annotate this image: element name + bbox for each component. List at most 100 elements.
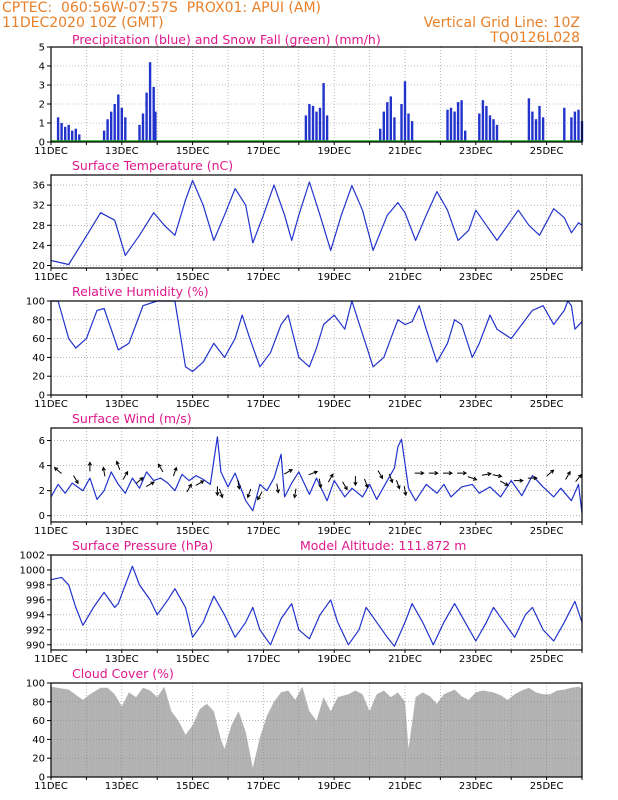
precip-xtick-label: 13DEC	[105, 146, 139, 157]
wind-xtick-label: 15DEC	[176, 526, 210, 537]
cloud-xtick-label: 17DEC	[247, 781, 281, 792]
rh-xtick-label: 23DEC	[459, 399, 493, 410]
wind-xtick-label: 13DEC	[105, 526, 139, 537]
wind-arrow	[292, 488, 298, 499]
precip-bar	[56, 117, 60, 142]
precip-bar	[534, 119, 538, 142]
wind-arrow	[195, 480, 205, 486]
temp-frame	[50, 174, 583, 269]
precip-bar	[527, 98, 531, 142]
wind-arrow	[457, 470, 468, 476]
temp-ytick-label: 32	[32, 201, 45, 212]
precip-bar	[573, 111, 577, 142]
wind-arrow	[388, 473, 394, 484]
precip-bar	[488, 115, 492, 142]
cloud-xtick-label: 15DEC	[176, 781, 210, 792]
cloud-area	[51, 686, 582, 777]
wind-arrow	[428, 470, 439, 476]
precip-xtick-label: 23DEC	[459, 146, 493, 157]
rh-ytick-label: 40	[32, 353, 45, 364]
precip-ytick-label: 1	[39, 119, 45, 130]
wind-arrow	[215, 486, 220, 497]
temp-ytick-label: 24	[32, 241, 45, 252]
pressure-xtick-label: 19DEC	[317, 654, 351, 665]
wind-arrow	[284, 469, 293, 475]
precip-bar	[318, 107, 322, 142]
pressure-title: Surface Pressure (hPa)	[72, 538, 213, 553]
pressure-ytick-label: 992	[26, 625, 45, 636]
precip-bar	[410, 121, 414, 142]
wind-arrow	[546, 469, 555, 477]
cloud-frame	[50, 682, 583, 778]
precip-bar	[393, 117, 396, 142]
temp-title: Surface Temperature (nC)	[72, 158, 233, 173]
precip-xtick-label: 15DEC	[176, 146, 210, 157]
precip-bar	[531, 111, 534, 142]
wind-arrow	[353, 476, 358, 487]
temp-xtick-label: 23DEC	[459, 272, 493, 283]
rh-title: Relative Humidity (%)	[72, 284, 209, 299]
precip-bar	[145, 92, 148, 142]
wind-xtick-label: 21DEC	[388, 526, 422, 537]
precip-bar	[453, 111, 456, 142]
wind-xtick-label: 23DEC	[459, 526, 493, 537]
cloud-ytick-label: 100	[26, 679, 45, 690]
temp-line	[50, 179, 583, 266]
temp-ytick-label: 28	[32, 221, 45, 232]
rh-line	[51, 300, 583, 373]
precip-bar	[148, 62, 152, 143]
wind-arrow	[122, 470, 129, 480]
precip-bar	[541, 117, 545, 142]
temp-xtick-label: 17DEC	[247, 272, 281, 283]
rh-xtick-label: 25DEC	[530, 399, 564, 410]
precip-bar	[117, 94, 120, 142]
pressure-ytick-label: 996	[26, 595, 45, 606]
precip-bar	[322, 83, 325, 142]
precip-bar	[485, 105, 488, 142]
pressure-ytick-label: 994	[26, 610, 45, 621]
wind-arrow	[115, 460, 121, 470]
cloud-ytick-label: 80	[32, 697, 45, 708]
precip-bar	[311, 105, 315, 142]
precip-bar	[67, 124, 70, 142]
precip-bar	[577, 109, 580, 142]
wind-xtick-label: 17DEC	[247, 526, 281, 537]
precip-bar	[407, 113, 410, 142]
rh-xtick-label: 15DEC	[176, 399, 210, 410]
wind-arrow	[499, 480, 509, 486]
precip-bar	[78, 134, 81, 142]
pressure-annotation: Model Altitude: 111.872 m	[300, 538, 466, 553]
precip-xtick-label: 21DEC	[388, 146, 422, 157]
header-date: 11DEC2020 10Z (GMT)	[2, 15, 164, 31]
rh-ytick-label: 0	[39, 391, 45, 402]
pressure-line	[50, 565, 583, 647]
precip-xtick-label: 25DEC	[530, 146, 564, 157]
wind-arrow	[492, 473, 503, 478]
wind-arrow	[135, 477, 144, 484]
pressure-xtick-label: 15DEC	[176, 654, 210, 665]
precip-bar	[124, 117, 127, 142]
wind-arrow	[157, 463, 164, 473]
wind-arrow	[308, 470, 319, 476]
rh-ytick-label: 100	[26, 297, 45, 308]
precip-bar	[113, 104, 116, 142]
wind-arrow	[377, 470, 384, 480]
cloud-xtick-label: 21DEC	[388, 781, 422, 792]
cloud-ytick-label: 20	[32, 754, 45, 765]
cloud-xtick-label: 19DEC	[317, 781, 351, 792]
rh-xtick-label: 19DEC	[317, 399, 351, 410]
precip-ytick-label: 5	[39, 43, 45, 54]
temp-ytick-label: 20	[32, 261, 45, 272]
rh-xtick-label: 11DEC	[34, 399, 68, 410]
cloud-xtick-label: 11DEC	[34, 781, 68, 792]
wind-arrow	[395, 480, 401, 490]
precip-bar	[570, 117, 573, 142]
header-grid-line: Vertical Grid Line: 10Z	[423, 15, 580, 31]
precip-bar	[446, 109, 449, 142]
precip-xtick-label: 19DEC	[317, 146, 351, 157]
wind-xtick-label: 25DEC	[530, 526, 564, 537]
pressure-xtick-label: 25DEC	[530, 654, 564, 665]
precip-xtick-label: 17DEC	[247, 146, 281, 157]
precip-bar	[449, 107, 453, 142]
precip-ytick-label: 2	[39, 100, 45, 111]
